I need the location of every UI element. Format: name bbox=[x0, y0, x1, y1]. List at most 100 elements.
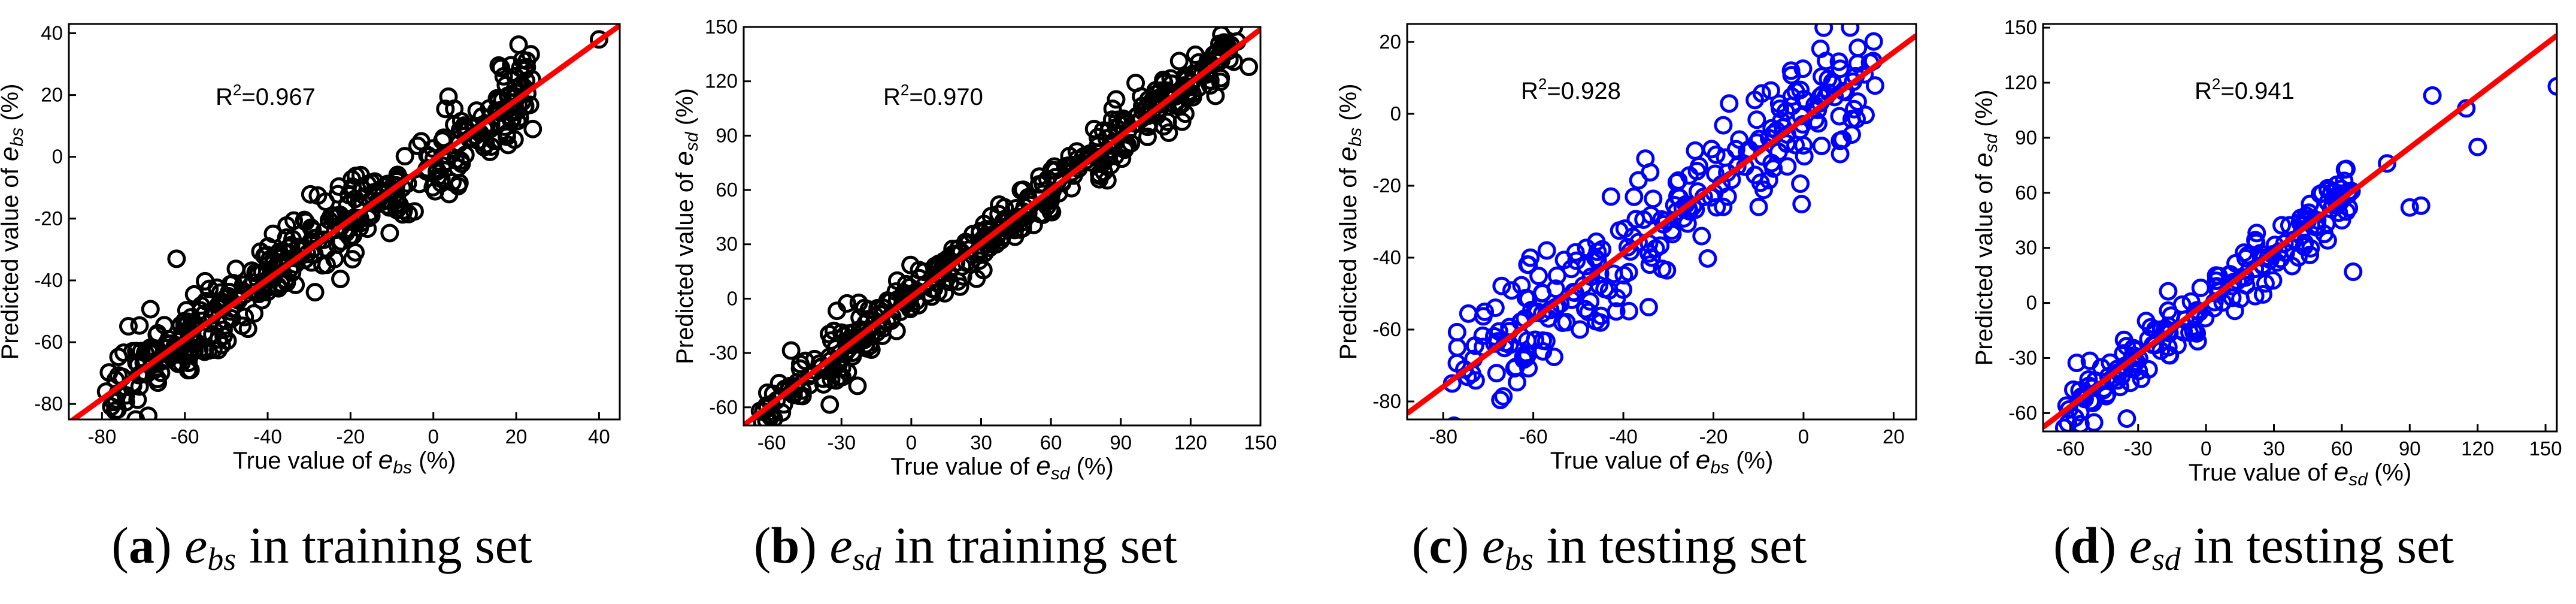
r-squared-value: =0.967 bbox=[241, 84, 315, 110]
data-point bbox=[1148, 100, 1168, 119]
y-tick-label: 0 bbox=[2026, 292, 2037, 314]
data-point bbox=[1519, 255, 1538, 274]
data-point bbox=[1720, 94, 1739, 113]
data-point bbox=[1792, 195, 1811, 214]
y-tick-label: 150 bbox=[2004, 16, 2037, 38]
y-tick-label: -20 bbox=[1372, 174, 1401, 197]
data-point bbox=[492, 58, 511, 77]
y-tick-label: 60 bbox=[2015, 182, 2037, 204]
data-point bbox=[408, 136, 427, 155]
data-point bbox=[346, 243, 365, 262]
y-axis-label-text: Predicted value of bbox=[672, 166, 698, 364]
plot-frame bbox=[2042, 23, 2558, 433]
data-point bbox=[1448, 338, 1467, 357]
data-point bbox=[2468, 137, 2487, 156]
data-point bbox=[127, 342, 146, 361]
data-point bbox=[1489, 322, 1508, 341]
data-point bbox=[196, 271, 215, 291]
data-point bbox=[1146, 81, 1165, 100]
data-point bbox=[399, 204, 418, 224]
data-point bbox=[2223, 288, 2242, 307]
data-point bbox=[1189, 53, 1208, 72]
r-squared-value: =0.970 bbox=[909, 84, 983, 110]
data-point bbox=[843, 347, 862, 366]
data-point bbox=[1519, 358, 1538, 378]
data-point bbox=[1865, 76, 1884, 95]
data-point bbox=[1101, 134, 1120, 153]
data-point bbox=[246, 263, 265, 282]
data-point bbox=[1640, 255, 1659, 274]
x-axis-symbol: e bbox=[1696, 445, 1710, 475]
caption-c: (c) ebs in testing set bbox=[1411, 517, 1807, 577]
data-point bbox=[1154, 117, 1174, 136]
regression-line bbox=[69, 24, 620, 419]
data-point bbox=[1841, 24, 1860, 37]
data-point bbox=[184, 285, 204, 304]
scatter-plot-b: -60 -30 0 30 60 90 120 150 -60 -30 0 30 60 90 120 150 Tr… bbox=[669, 16, 1277, 484]
data-point bbox=[2162, 306, 2181, 325]
data-point bbox=[1761, 81, 1780, 100]
x-axis-unit: (%) bbox=[412, 448, 456, 474]
x-tick-label: -20 bbox=[337, 425, 365, 448]
data-point bbox=[346, 189, 365, 209]
y-tick-label: 120 bbox=[705, 70, 738, 92]
data-point bbox=[1586, 248, 1605, 267]
data-point bbox=[411, 132, 431, 151]
x-axis-symbol-sub: bs bbox=[393, 458, 412, 478]
data-point bbox=[513, 50, 532, 70]
data-point bbox=[258, 282, 277, 301]
data-point bbox=[1848, 54, 1867, 73]
r-squared-prefix: R bbox=[1521, 78, 1538, 104]
x-axis-label: True value of ebs (%) bbox=[1550, 445, 1774, 478]
data-point bbox=[1567, 251, 1586, 270]
data-point bbox=[365, 172, 384, 191]
data-point bbox=[141, 300, 160, 319]
data-point bbox=[1505, 359, 1524, 378]
x-axis-label-text: True value of bbox=[2189, 460, 2334, 486]
data-point bbox=[1537, 241, 1556, 260]
y-tick-label: -60 bbox=[34, 331, 63, 353]
data-point bbox=[126, 410, 146, 419]
y-tick-label: -30 bbox=[2008, 346, 2037, 369]
data-point bbox=[1169, 52, 1189, 71]
data-point bbox=[1086, 147, 1105, 167]
data-points bbox=[1442, 24, 1884, 419]
data-point bbox=[226, 259, 246, 279]
data-point bbox=[1754, 180, 1773, 200]
data-point bbox=[2187, 324, 2207, 343]
data-point bbox=[329, 177, 348, 196]
data-point bbox=[1030, 167, 1049, 186]
data-point bbox=[750, 401, 769, 421]
data-point bbox=[1814, 24, 1833, 37]
data-point bbox=[119, 317, 138, 336]
r-squared-value: =0.941 bbox=[2220, 78, 2294, 104]
data-point bbox=[154, 316, 174, 335]
data-point bbox=[1601, 187, 1620, 206]
data-point bbox=[1454, 360, 1474, 379]
data-point bbox=[881, 292, 900, 311]
r-squared-exponent: 2 bbox=[2212, 75, 2220, 93]
data-point bbox=[1494, 387, 1513, 406]
data-point bbox=[820, 395, 840, 414]
data-point bbox=[1502, 281, 1521, 300]
y-tick-label: 40 bbox=[41, 22, 63, 44]
y-tick-label: 20 bbox=[41, 84, 63, 106]
data-point bbox=[1487, 364, 1506, 383]
data-point bbox=[2054, 418, 2074, 431]
data-point bbox=[387, 194, 407, 213]
data-point bbox=[1829, 52, 1848, 71]
y-axis-label-text: Predicted value of bbox=[1335, 161, 1362, 360]
data-point bbox=[1629, 232, 1648, 252]
data-point bbox=[244, 304, 263, 323]
data-point bbox=[492, 101, 511, 120]
r-squared-exponent: 2 bbox=[901, 81, 909, 99]
data-point bbox=[1225, 27, 1244, 37]
y-tick-label: 30 bbox=[2015, 237, 2037, 259]
data-point bbox=[301, 185, 320, 204]
x-axis-symbol: e bbox=[378, 445, 393, 475]
x-tick-label: 20 bbox=[1883, 425, 1905, 448]
x-axis-label: True value of ebs (%) bbox=[233, 445, 456, 478]
x-tick-label: -60 bbox=[757, 431, 786, 454]
data-point bbox=[1762, 153, 1781, 173]
data-point bbox=[1791, 174, 1810, 194]
